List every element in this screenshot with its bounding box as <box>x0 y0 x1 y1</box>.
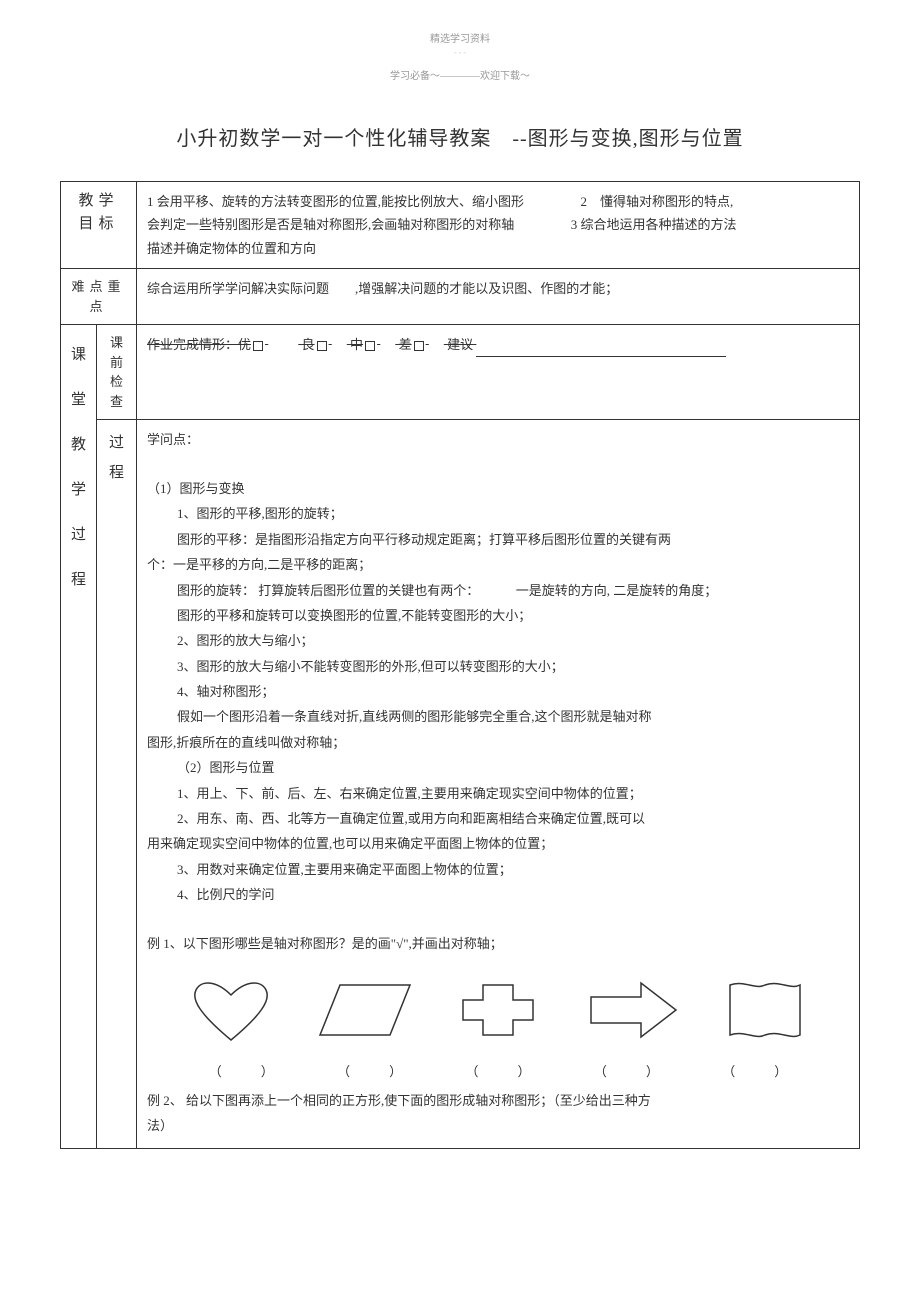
goals-content: 1 会用平移、旋转的方法转变图形的位置,能按比例放大、缩小图形 2 懂得轴对称图… <box>137 182 860 269</box>
goal-3: 3 综合地运用各种描述的方法 <box>571 217 737 232</box>
s1-desc: 图形,折痕所在的直线叫做对称轴； <box>147 731 849 754</box>
s1-item4: 4、轴对称图形； <box>147 680 849 703</box>
shape-cross <box>453 975 543 1045</box>
shape-parallelogram <box>315 975 415 1045</box>
s2-item3: 3、用数对来确定位置,主要用来确定平面图上物体的位置； <box>147 858 849 881</box>
s2-item4: 4、比例尺的学问 <box>147 883 849 906</box>
homework-status: 作业完成情形：优 良 中 差 建议 <box>147 337 476 352</box>
checkbox-icon <box>317 341 327 351</box>
s1-item2: 2、图形的放大与缩小； <box>147 629 849 652</box>
process-sub-label: 过 程 <box>97 420 137 1148</box>
s1-desc: 假如一个图形沿着一条直线对折,直线两侧的图形能够完全重合,这个图形就是轴对称 <box>147 705 849 728</box>
s2-item1: 1、用上、下、前、后、左、右来确定位置,主要用来确定现实空间中物体的位置； <box>147 782 849 805</box>
header-tiny-text: - - - <box>60 48 860 57</box>
paren: （ ） <box>465 1060 530 1083</box>
section1-title: （1）图形与变换 <box>147 477 849 500</box>
cross-icon <box>453 975 543 1045</box>
suggestion-blank <box>476 343 726 357</box>
paren: （ ） <box>209 1060 274 1083</box>
checkbox-icon <box>253 341 263 351</box>
precheck-opt3: 中 <box>350 337 363 352</box>
header-sub-text: 学习必备～————欢迎下载～ <box>60 67 860 82</box>
arrow-icon <box>581 975 681 1045</box>
heart-icon <box>186 975 276 1045</box>
precheck-opt4: 差 <box>399 337 412 352</box>
s1-desc: 个：一是平移的方向,二是平移的距离； <box>147 553 849 576</box>
process-char: 学 <box>71 468 86 513</box>
knowledge-title: 学问点： <box>147 428 849 451</box>
paren-row: （ ） （ ） （ ） （ ） （ ） <box>147 1055 849 1088</box>
s1-item1: 1、图形的平移,图形的旋转； <box>147 502 849 525</box>
precheck-content: 作业完成情形：优 良 中 差 建议 <box>137 325 860 420</box>
process-content: 学问点： （1）图形与变换 1、图形的平移,图形的旋转； 图形的平移：是指图形沿… <box>137 420 860 1148</box>
process-char: 教 <box>71 423 86 468</box>
flag-icon <box>720 975 810 1045</box>
checkbox-icon <box>365 341 375 351</box>
s1-item3: 3、图形的放大与缩小不能转变图形的外形,但可以转变图形的大小； <box>147 655 849 678</box>
precheck-label: 课前检查 <box>97 325 137 420</box>
precheck-suggest: 建议 <box>447 337 473 352</box>
process-char: 堂 <box>71 378 86 423</box>
difficulty-content: 综合运用所学学问解决实际问题 ,增强解决问题的才能以及识图、作图的才能； <box>137 269 860 325</box>
goals-label: 教学目标 <box>61 182 137 269</box>
s1-desc: 图形的平移：是指图形沿指定方向平行移动规定距离；打算平移后图形位置的关键有两 <box>147 528 849 551</box>
process-char: 课 <box>71 333 86 378</box>
process-char: 过 <box>71 513 86 558</box>
paren: （ ） <box>594 1060 659 1083</box>
title-part2: --图形与变换,图形与位置 <box>512 128 743 150</box>
example2: 例 2、 给以下图再添上一个相同的正方形,使下面的图形成轴对称图形；（至少给出三… <box>147 1089 849 1112</box>
page-title: 小升初数学一对一个性化辅导教案 --图形与变换,图形与位置 <box>60 122 860 151</box>
goal-2: 2 懂得轴对称图形的特点, <box>581 194 734 209</box>
s1-desc: 图形的平移和旋转可以变换图形的位置,不能转变图形的大小； <box>147 604 849 627</box>
process-main-label: 课 堂 教 学 过 程 <box>61 325 97 1148</box>
paren: （ ） <box>722 1060 787 1083</box>
shape-arrow <box>581 975 681 1045</box>
title-part1: 小升初数学一对一个性化辅导教案 <box>176 128 491 150</box>
example2b: 法） <box>147 1114 849 1137</box>
goal-3b: 描述并确定物体的位置和方向 <box>147 241 316 256</box>
goal-1: 1 会用平移、旋转的方法转变图形的位置,能按比例放大、缩小图形 <box>147 194 524 209</box>
process-char: 程 <box>71 558 86 603</box>
shape-flag <box>720 975 810 1045</box>
lesson-plan-table: 教学目标 1 会用平移、旋转的方法转变图形的位置,能按比例放大、缩小图形 2 懂… <box>60 181 860 1149</box>
sub-char: 程 <box>109 458 124 488</box>
s1-desc2b: 一是旋转的方向, 二是旋转的角度； <box>516 583 718 598</box>
shape-heart <box>186 975 276 1045</box>
precheck-label-text: 课前检查 <box>110 335 123 409</box>
header-small-text: 精选学习资料 <box>60 30 860 45</box>
paren: （ ） <box>337 1060 402 1083</box>
difficulty-label: 难点重点 <box>61 269 137 325</box>
precheck-opt2: 良 <box>302 337 315 352</box>
goal-2b: 会判定一些特别图形是否是轴对称图形,会画轴对称图形的对称轴 <box>147 217 514 232</box>
s2-item2: 2、用东、南、西、北等方一直确定位置,或用方向和距离相结合来确定位置,既可以 <box>147 807 849 830</box>
difficulty-label-text: 难点重点 <box>72 279 126 314</box>
table-row: 难点重点 综合运用所学学问解决实际问题 ,增强解决问题的才能以及识图、作图的才能… <box>61 269 860 325</box>
section2-title: （2）图形与位置 <box>147 756 849 779</box>
s1-desc: 图形的旋转： 打算旋转后图形位置的关键也有两个： 一是旋转的方向, 二是旋转的角… <box>147 579 849 602</box>
shapes-row <box>147 965 849 1055</box>
table-row: 过 程 学问点： （1）图形与变换 1、图形的平移,图形的旋转； 图形的平移：是… <box>61 420 860 1148</box>
goals-label-text: 教学目标 <box>71 190 126 235</box>
precheck-prefix: 作业完成情形：优 <box>147 337 251 352</box>
example1: 例 1、以下图形哪些是轴对称图形？是的画"√",并画出对称轴； <box>147 932 849 955</box>
table-row: 课 堂 教 学 过 程 课前检查 作业完成情形：优 良 中 差 <box>61 325 860 420</box>
table-row: 教学目标 1 会用平移、旋转的方法转变图形的位置,能按比例放大、缩小图形 2 懂… <box>61 182 860 269</box>
checkbox-icon <box>414 341 424 351</box>
s2-item2b: 用来确定现实空间中物体的位置,也可以用来确定平面图上物体的位置； <box>147 832 849 855</box>
sub-char: 过 <box>109 428 124 458</box>
s1-desc2a: 图形的旋转： 打算旋转后图形位置的关键也有两个： <box>177 583 479 598</box>
difficulty-text: 综合运用所学学问解决实际问题 ,增强解决问题的才能以及识图、作图的才能； <box>147 281 618 296</box>
parallelogram-icon <box>315 975 415 1045</box>
